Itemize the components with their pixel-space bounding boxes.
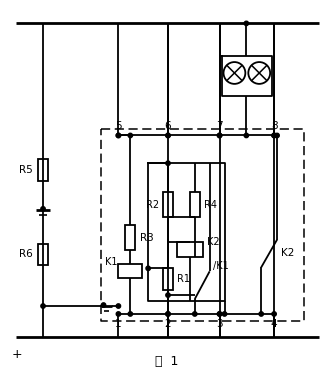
Text: 8: 8 xyxy=(271,121,277,130)
Bar xyxy=(125,225,135,250)
Circle shape xyxy=(244,133,249,138)
Text: R2: R2 xyxy=(146,200,159,210)
Text: R1: R1 xyxy=(177,274,190,284)
Circle shape xyxy=(128,312,133,316)
Circle shape xyxy=(166,293,170,297)
Text: R4: R4 xyxy=(204,200,217,210)
Circle shape xyxy=(244,21,249,25)
Bar xyxy=(163,193,173,217)
Text: K1: K1 xyxy=(105,257,118,268)
Circle shape xyxy=(146,266,150,271)
Text: K2: K2 xyxy=(207,236,219,247)
Circle shape xyxy=(166,312,170,316)
Circle shape xyxy=(116,133,121,138)
Bar xyxy=(190,193,200,217)
Circle shape xyxy=(272,133,276,138)
Text: +: + xyxy=(12,348,22,361)
Text: 图  1: 图 1 xyxy=(155,355,179,368)
Circle shape xyxy=(217,133,222,138)
Text: 5: 5 xyxy=(115,121,122,130)
Circle shape xyxy=(166,161,170,165)
Text: R3: R3 xyxy=(140,233,154,243)
Circle shape xyxy=(272,312,276,316)
Circle shape xyxy=(275,133,279,138)
Bar xyxy=(177,241,203,257)
Bar xyxy=(163,268,173,290)
Circle shape xyxy=(166,312,170,316)
Circle shape xyxy=(102,303,106,307)
Text: R6: R6 xyxy=(19,249,33,260)
Text: K2: K2 xyxy=(281,249,294,258)
Text: 3: 3 xyxy=(216,319,223,329)
Text: R5: R5 xyxy=(19,165,33,175)
Bar xyxy=(38,244,48,265)
Bar xyxy=(118,265,142,278)
Circle shape xyxy=(116,312,121,316)
Circle shape xyxy=(166,133,170,138)
Bar xyxy=(38,159,48,181)
Circle shape xyxy=(222,312,227,316)
Text: 2: 2 xyxy=(165,319,171,329)
Circle shape xyxy=(217,133,222,138)
Text: 4: 4 xyxy=(271,319,277,329)
Text: 7: 7 xyxy=(216,121,223,130)
Text: 6: 6 xyxy=(165,121,171,130)
Circle shape xyxy=(128,133,133,138)
Text: 1: 1 xyxy=(115,319,122,329)
Circle shape xyxy=(116,133,121,138)
Circle shape xyxy=(217,312,222,316)
Circle shape xyxy=(217,312,222,316)
Circle shape xyxy=(166,133,170,138)
Circle shape xyxy=(193,312,197,316)
Circle shape xyxy=(41,207,45,211)
Circle shape xyxy=(259,312,263,316)
Circle shape xyxy=(116,304,121,308)
Circle shape xyxy=(41,304,45,308)
Circle shape xyxy=(272,133,276,138)
Text: /K1: /K1 xyxy=(213,262,228,271)
